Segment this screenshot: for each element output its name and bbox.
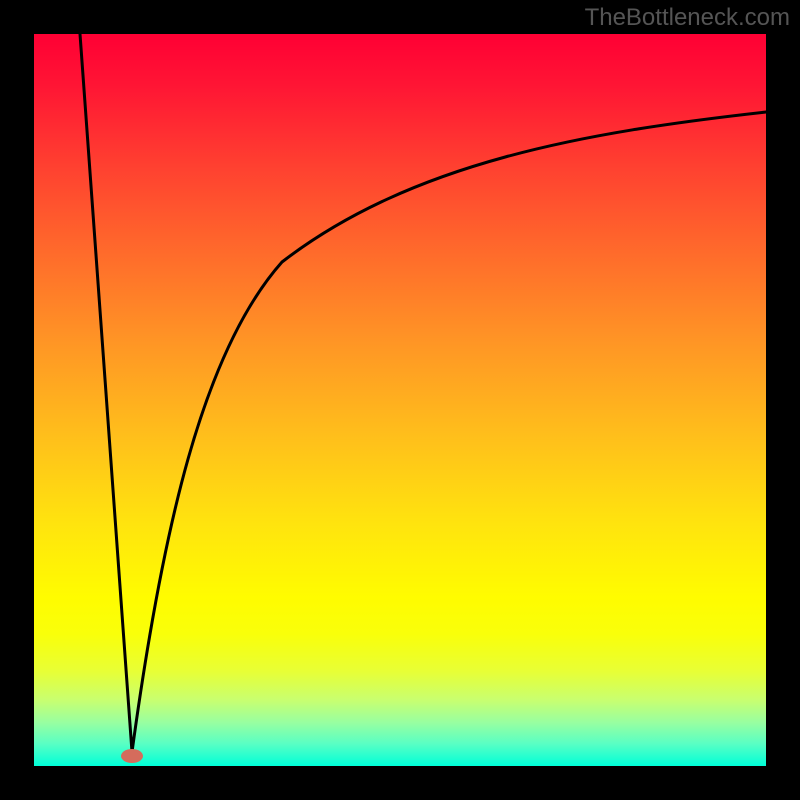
bottleneck-chart bbox=[0, 0, 800, 800]
plot-background bbox=[34, 34, 766, 766]
chart-container: TheBottleneck.com bbox=[0, 0, 800, 800]
watermark-text: TheBottleneck.com bbox=[585, 4, 790, 32]
optimum-marker bbox=[121, 749, 143, 763]
